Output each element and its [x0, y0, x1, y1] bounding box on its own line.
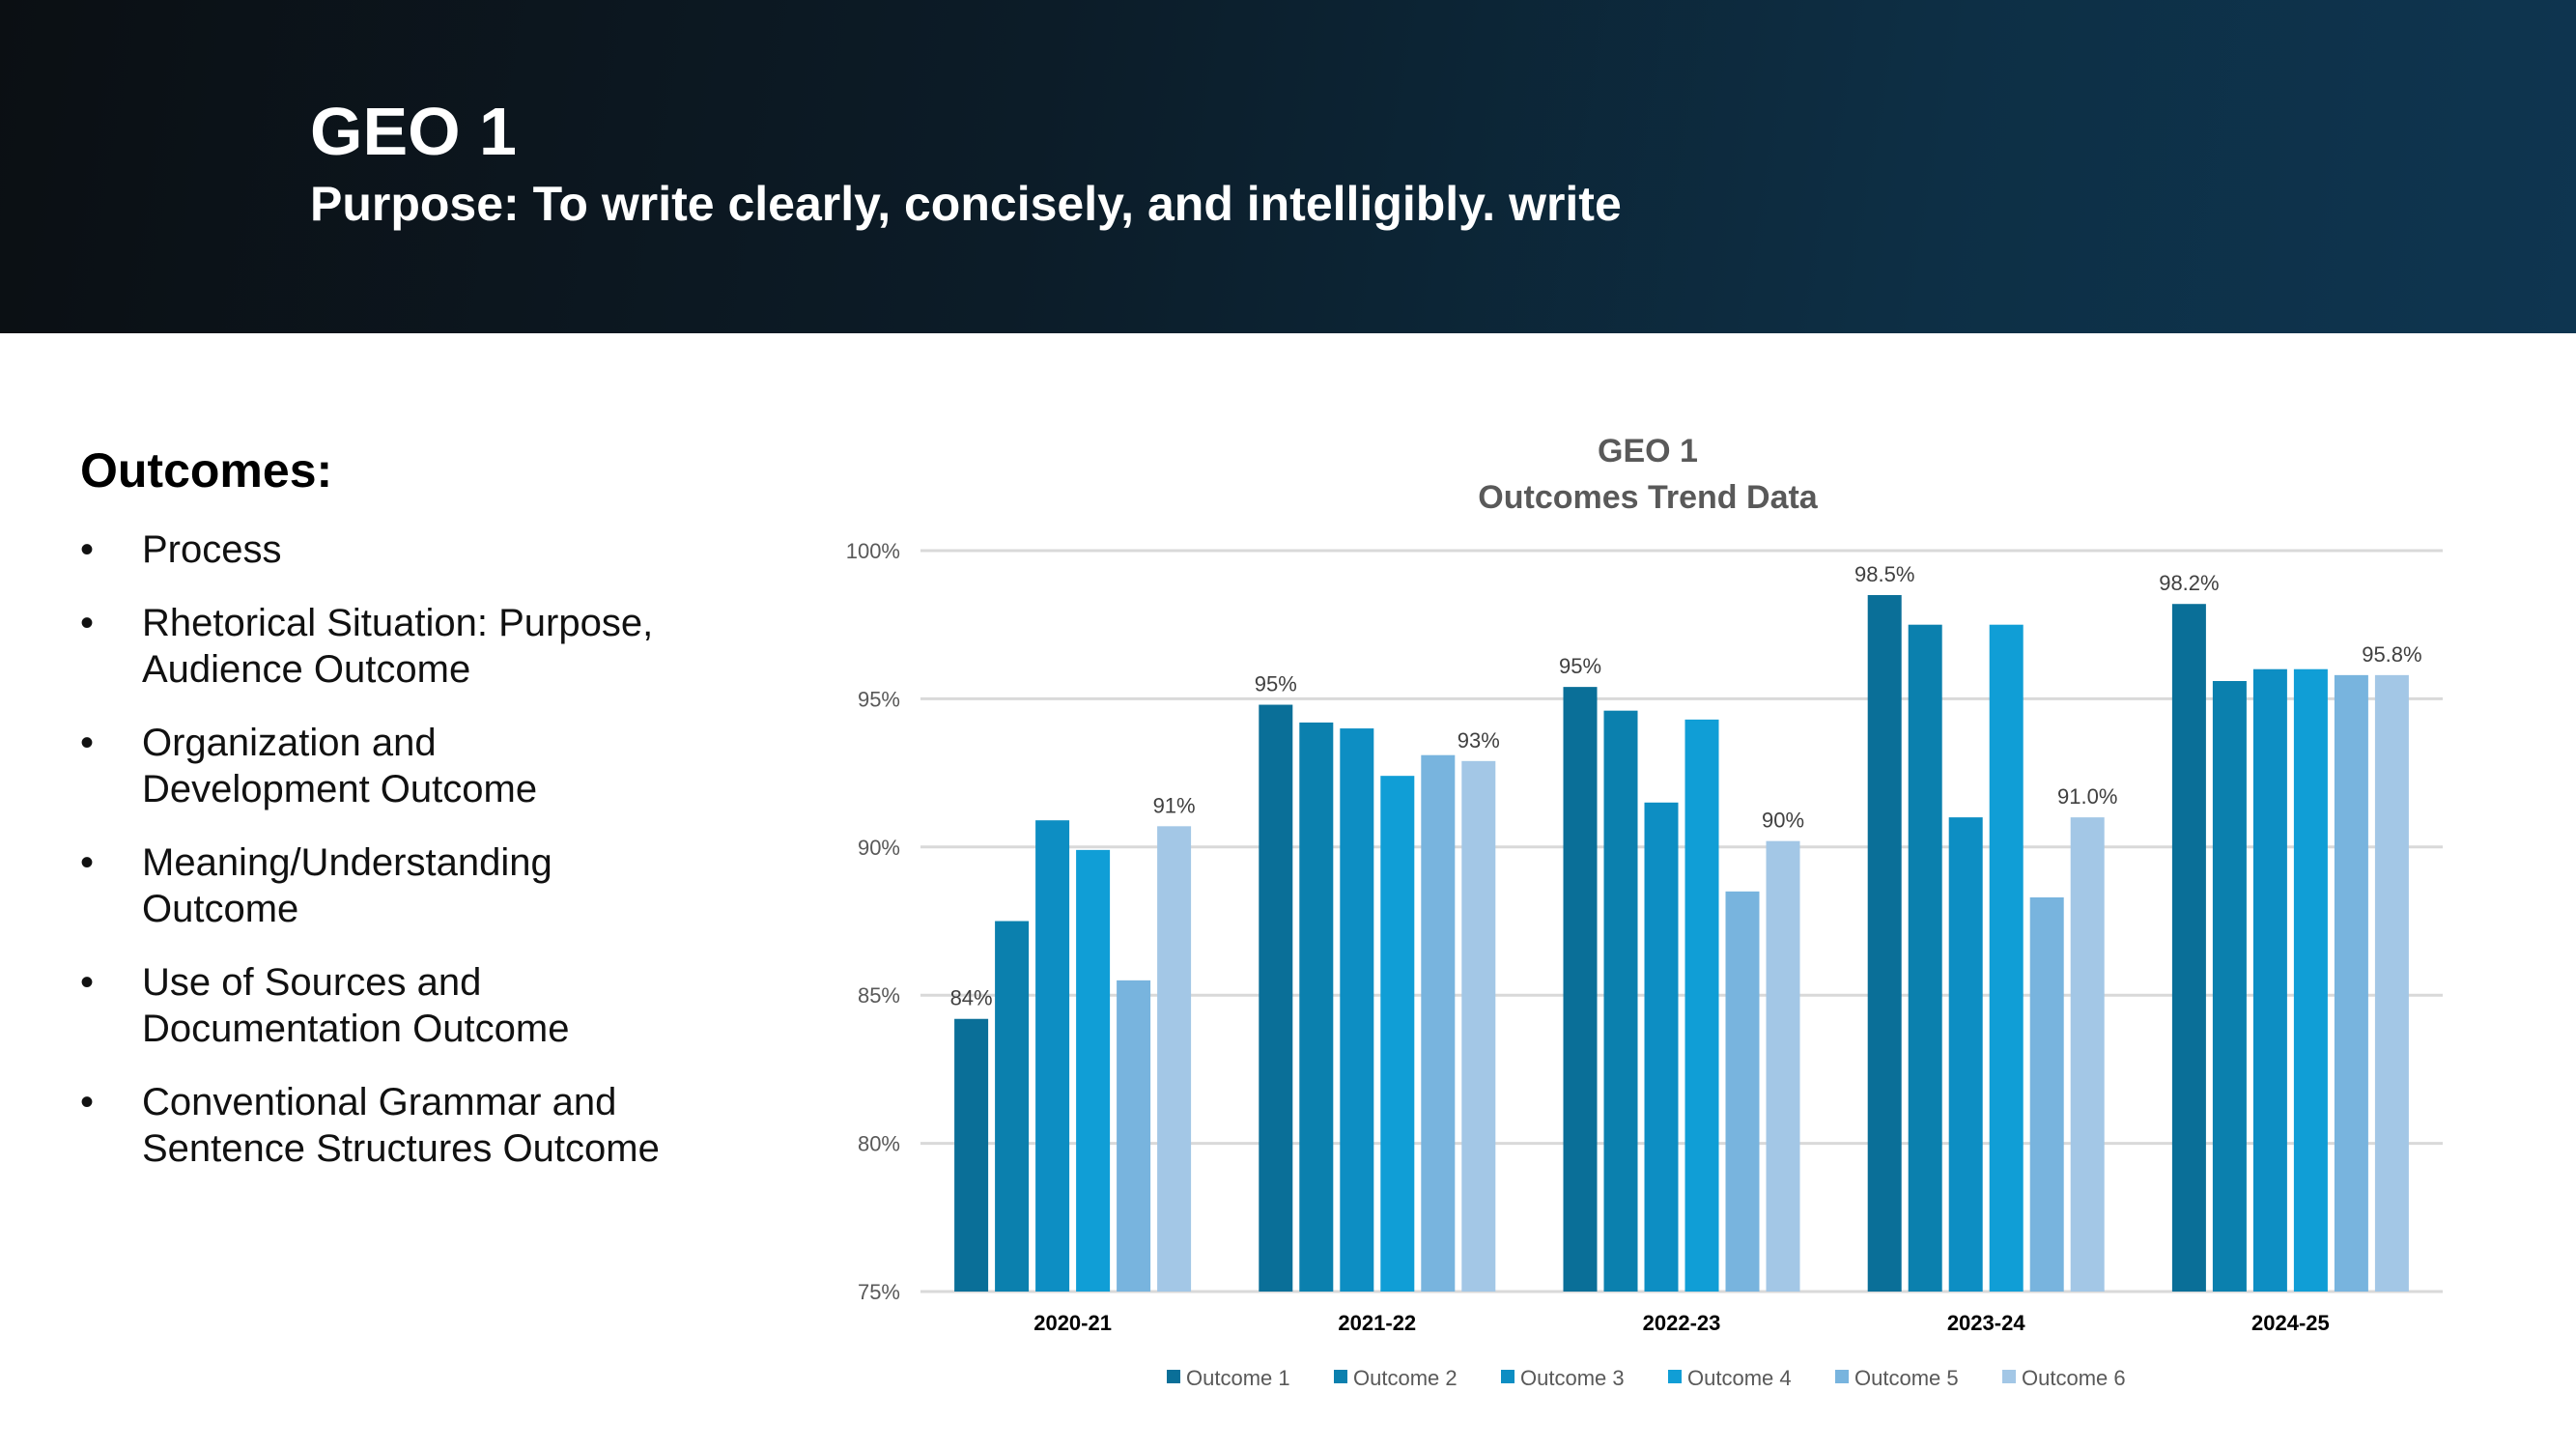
x-category-label: 2024-25 [2251, 1311, 2330, 1335]
legend-swatch [1501, 1370, 1514, 1383]
outcome-item-text: Rhetorical Situation: Purpose, [142, 602, 654, 644]
bar-outcome-1 [1563, 687, 1598, 1292]
bar-outcome-5 [1117, 980, 1151, 1292]
outcome-item: • Meaning/Understanding Outcome [80, 839, 756, 932]
bar-outcome-3 [1948, 817, 1983, 1292]
outcome-item-text: Sentence Structures Outcome [142, 1127, 660, 1170]
data-label: 95% [1255, 672, 1297, 696]
page-title: GEO 1 [310, 94, 517, 169]
chart-title: GEO 1 [1598, 433, 1698, 469]
y-tick-label: 80% [858, 1132, 900, 1156]
legend-swatch [2002, 1370, 2016, 1383]
bar-outcome-5 [1421, 754, 1456, 1292]
header-banner: GEO 1 Purpose: To write clearly, concise… [0, 0, 2576, 333]
bar-outcome-4 [1989, 624, 2024, 1292]
bar-outcome-2 [1908, 624, 1942, 1292]
y-tick-label: 95% [858, 687, 900, 711]
bar-outcome-6 [1766, 840, 1800, 1292]
legend-swatch [1835, 1370, 1849, 1383]
legend-label: Outcome 4 [1687, 1366, 1792, 1390]
data-label: 91% [1153, 793, 1196, 817]
outcome-item: • Process [80, 526, 756, 573]
y-tick-label: 90% [858, 836, 900, 860]
bullet-icon: • [80, 528, 95, 571]
outcome-item-text: Use of Sources and [142, 961, 482, 1004]
outcome-item-text: Conventional Grammar and [142, 1081, 617, 1123]
bar-outcome-1 [954, 1018, 989, 1292]
data-label: 93% [1458, 728, 1500, 753]
x-category-label: 2023-24 [1947, 1311, 2026, 1335]
bullet-icon: • [80, 841, 95, 884]
outcome-item-text: Process [142, 528, 282, 571]
bullet-icon: • [80, 961, 95, 1004]
bar-outcome-2 [1603, 710, 1638, 1292]
legend-swatch [1334, 1370, 1347, 1383]
outcome-item-text: Development Outcome [142, 768, 538, 810]
x-category-label: 2020-21 [1033, 1311, 1112, 1335]
legend-label: Outcome 2 [1353, 1366, 1458, 1390]
outcome-item: • Rhetorical Situation: Purpose, Audience … [80, 600, 756, 693]
data-label: 84% [950, 986, 993, 1010]
outcome-item-text: Organization and [142, 722, 437, 764]
bar-outcome-6 [1461, 760, 1496, 1292]
bar-outcome-1 [2171, 604, 2206, 1292]
legend-swatch [1668, 1370, 1682, 1383]
y-tick-label: 75% [858, 1280, 900, 1304]
bar-outcome-6 [2070, 817, 2105, 1292]
bar-outcome-5 [2029, 896, 2064, 1292]
outcome-item-text: Documentation Outcome [142, 1008, 570, 1050]
data-label: 95.8% [2362, 642, 2421, 667]
data-label: 98.2% [2159, 571, 2219, 595]
bar-outcome-3 [2252, 668, 2287, 1292]
chart-title: Outcomes Trend Data [1478, 479, 1819, 516]
bar-outcome-4 [1076, 849, 1111, 1292]
data-label: 90% [1762, 809, 1804, 833]
bar-outcome-3 [1340, 728, 1374, 1292]
bar-outcome-4 [2293, 668, 2328, 1292]
data-label: 98.5% [1854, 562, 1914, 586]
legend-swatch [1167, 1370, 1180, 1383]
outcomes-heading: Outcomes: [80, 443, 333, 497]
legend-label: Outcome 6 [2022, 1366, 2126, 1390]
bar-outcome-6 [1157, 826, 1192, 1292]
bullet-icon: • [80, 722, 95, 764]
bar-outcome-3 [1644, 802, 1679, 1292]
outcome-item: • Conventional Grammar and Sentence Struct… [80, 1079, 756, 1172]
legend-label: Outcome 5 [1854, 1366, 1959, 1390]
bar-outcome-5 [2334, 674, 2368, 1292]
bar-outcome-6 [2374, 674, 2409, 1292]
bar-outcome-5 [1725, 891, 1760, 1292]
legend-label: Outcome 1 [1186, 1366, 1290, 1390]
x-category-label: 2022-23 [1643, 1311, 1721, 1335]
bar-outcome-1 [1259, 704, 1293, 1292]
bar-outcome-1 [1867, 595, 1902, 1292]
outcome-item: • Organization and Development Outcome [80, 720, 756, 812]
x-category-label: 2021-22 [1338, 1311, 1416, 1335]
page-subtitle: Purpose: To write clearly, concisely, an… [310, 177, 1622, 231]
data-label: 95% [1559, 654, 1601, 678]
legend-label: Outcome 3 [1520, 1366, 1625, 1390]
bullet-icon: • [80, 602, 95, 644]
y-tick-label: 85% [858, 983, 900, 1008]
bar-outcome-2 [995, 921, 1030, 1292]
outcome-item: • Use of Sources and Documentation Outcome [80, 959, 756, 1052]
bar-outcome-2 [1299, 722, 1334, 1292]
data-label: 91.0% [2057, 784, 2117, 809]
outcome-item-text: Meaning/Understanding [142, 841, 552, 884]
outcome-item-text: Outcome [142, 888, 299, 930]
bar-outcome-3 [1035, 820, 1070, 1292]
y-tick-label: 100% [846, 539, 900, 563]
outcome-list: • Process • Rhetorical Situation: Purpose, A… [80, 526, 756, 1199]
bar-outcome-4 [1684, 719, 1719, 1292]
bar-outcome-2 [2212, 680, 2247, 1292]
outcome-item-text: Audience Outcome [142, 648, 471, 691]
bullet-icon: • [80, 1081, 95, 1123]
bar-outcome-4 [1380, 776, 1415, 1292]
